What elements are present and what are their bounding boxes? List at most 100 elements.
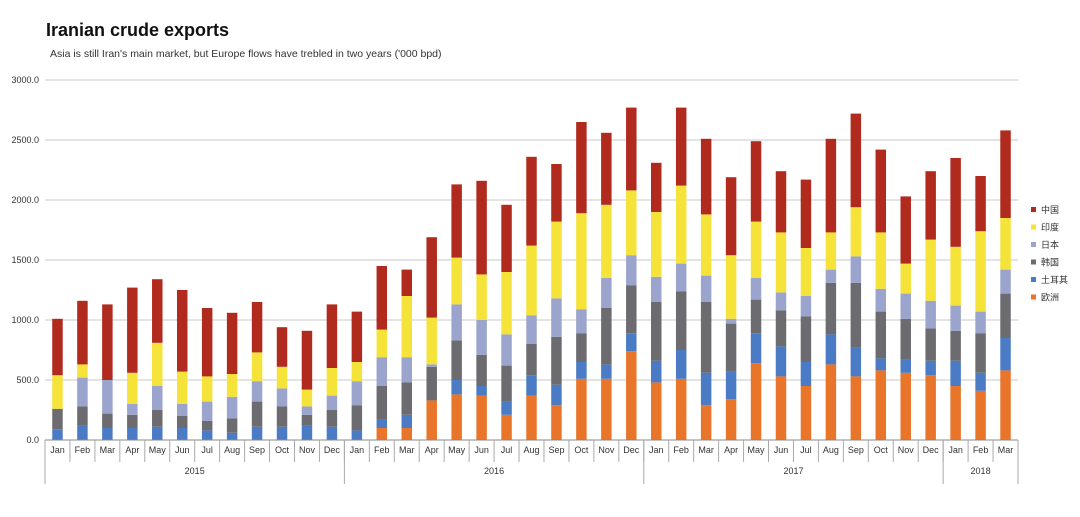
bar-segment-4	[326, 395, 338, 410]
bar-segment-4	[201, 401, 213, 421]
bar-segment-3	[975, 333, 986, 373]
bar-segment-3	[501, 365, 512, 402]
x-tick-label: Jul	[501, 445, 513, 455]
bar-segment-5	[326, 368, 338, 396]
bar-segment-5	[725, 255, 737, 319]
bar-segment-5	[925, 239, 936, 301]
x-tick-label: Sep	[848, 445, 864, 455]
bar-segment-3	[950, 330, 961, 361]
x-tick-label: Aug	[823, 445, 839, 455]
bar-segment-6	[775, 171, 787, 233]
bar-segment-4	[576, 309, 587, 334]
bar-segment-5	[251, 352, 263, 382]
bar-segment-2	[501, 401, 512, 415]
bar-segment-6	[451, 184, 462, 258]
bar-segment-2	[102, 428, 113, 440]
bar-segment-6	[152, 279, 163, 343]
bar-segment-1	[975, 390, 986, 440]
bar-segment-2	[900, 359, 911, 373]
bar-segment-4	[426, 364, 437, 367]
bar-segment-2	[127, 428, 138, 440]
bar-segment-6	[476, 180, 487, 275]
bar-segment-4	[226, 396, 238, 419]
bar-segment-6	[526, 156, 537, 246]
bar-segment-4	[301, 406, 313, 415]
bar-segment-4	[775, 292, 787, 311]
bar-segment-4	[476, 320, 487, 355]
bar-segment-2	[451, 380, 462, 395]
bar-segment-4	[925, 300, 936, 329]
x-tick-label: Jan	[948, 445, 963, 455]
bar-segment-2	[276, 426, 288, 440]
x-tick-label: Jan	[50, 445, 65, 455]
x-tick-label: Apr	[724, 445, 738, 455]
bar-segment-5	[451, 257, 462, 305]
bar-segment-4	[626, 255, 637, 286]
bar-segment-3	[401, 382, 412, 415]
bar-segment-6	[501, 204, 512, 272]
bar-segment-4	[176, 404, 188, 416]
bar-segment-2	[201, 430, 213, 440]
bar-segment-3	[301, 414, 313, 426]
bar-segment-6	[601, 132, 612, 205]
bar-segment-2	[775, 346, 787, 377]
x-tick-label: Aug	[224, 445, 240, 455]
bar-segment-6	[176, 290, 188, 372]
bar-segment-3	[925, 328, 936, 361]
bar-segment-2	[351, 430, 363, 440]
year-label: 2018	[971, 466, 991, 476]
bar-segment-3	[700, 302, 712, 373]
bar-segment-6	[825, 138, 837, 233]
bar-segment-6	[725, 177, 737, 256]
bar-segment-3	[226, 418, 238, 433]
bar-segment-6	[426, 237, 437, 318]
bar-segment-2	[651, 360, 662, 383]
x-tick-label: Aug	[523, 445, 539, 455]
bar-segment-4	[825, 269, 837, 283]
bar-segment-5	[651, 212, 662, 277]
bar-segment-4	[800, 296, 812, 317]
y-tick-label: 3000.0	[11, 75, 39, 85]
bar-segment-5	[351, 362, 363, 382]
bar-segment-3	[825, 282, 837, 335]
bar-segment-1	[725, 399, 737, 440]
legend-swatch	[1031, 224, 1036, 230]
x-tick-label: Jan	[350, 445, 365, 455]
bar-segment-3	[276, 406, 288, 427]
bar-segment-5	[775, 232, 787, 293]
bar-segment-2	[750, 333, 762, 364]
bar-segment-5	[52, 375, 63, 409]
bar-segment-2	[401, 414, 412, 428]
x-tick-label: Jul	[201, 445, 213, 455]
bar-segment-2	[975, 372, 986, 391]
legend-label: 欧洲	[1041, 292, 1059, 303]
bar-segment-2	[725, 371, 737, 400]
bar-segment-4	[152, 386, 163, 410]
bar-segment-4	[351, 381, 363, 406]
bar-segment-1	[800, 386, 812, 440]
legend-label: 韩国	[1041, 257, 1059, 268]
bar-segment-3	[176, 416, 188, 428]
bar-segment-6	[52, 318, 63, 376]
bar-segment-3	[601, 308, 612, 365]
bar-segment-4	[401, 357, 412, 383]
bar-segment-1	[476, 395, 487, 440]
bar-segment-2	[875, 358, 887, 371]
bar-segment-6	[102, 304, 113, 380]
bar-segment-2	[551, 384, 562, 406]
chart-title: Iranian crude exports	[46, 20, 230, 40]
y-tick-label: 1500.0	[11, 255, 39, 265]
bar-segment-5	[176, 371, 188, 404]
x-tick-label: Jun	[474, 445, 489, 455]
x-tick-label: Nov	[898, 445, 915, 455]
x-tick-label: May	[748, 445, 766, 455]
y-tick-label: 500.0	[16, 375, 39, 385]
x-tick-label: Apr	[125, 445, 139, 455]
bar-segment-5	[626, 190, 637, 256]
bar-segment-4	[900, 293, 911, 319]
x-tick-label: Jan	[649, 445, 664, 455]
bar-segment-3	[152, 410, 163, 427]
bar-segment-2	[77, 425, 88, 440]
legend-swatch	[1031, 277, 1036, 282]
bar-segment-6	[351, 311, 363, 362]
